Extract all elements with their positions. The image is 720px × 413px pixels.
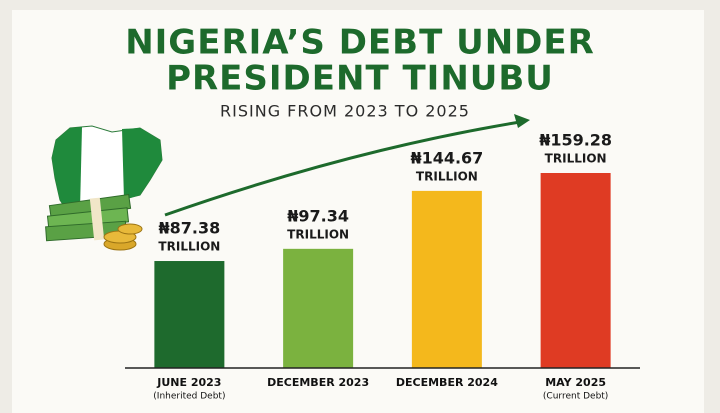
arrow-head: [514, 114, 530, 128]
x-tick-note: (Inherited Debt): [153, 392, 225, 402]
x-tick-label: DECEMBER 2024: [396, 376, 498, 389]
chart-subtitle: RISING FROM 2023 TO 2025: [220, 102, 470, 121]
bar: [154, 261, 225, 368]
value-unit: TRILLION: [287, 227, 349, 241]
value-unit: TRILLION: [416, 169, 478, 183]
bar: [283, 248, 354, 368]
value-unit: TRILLION: [158, 240, 220, 254]
chart-title: PRESIDENT TINUBU: [166, 59, 554, 99]
map-icon: [51, 125, 163, 216]
trend-arrow: [164, 120, 521, 217]
money-icon: [45, 193, 143, 251]
bar: [411, 190, 482, 368]
x-tick-label: MAY 2025: [545, 376, 606, 389]
value-label: ₦159.28: [539, 131, 612, 150]
value-label: ₦144.67: [410, 148, 483, 167]
chart-title: NIGERIA’S DEBT UNDER: [125, 23, 595, 63]
x-tick-label: DECEMBER 2023: [267, 376, 369, 389]
x-tick-note: (Current Debt): [543, 392, 608, 402]
value-label: ₦87.38: [159, 219, 221, 238]
value-unit: TRILLION: [545, 152, 607, 166]
value-label: ₦97.34: [287, 206, 349, 225]
bar: [540, 173, 611, 368]
x-tick-label: JUNE 2023: [156, 376, 221, 389]
